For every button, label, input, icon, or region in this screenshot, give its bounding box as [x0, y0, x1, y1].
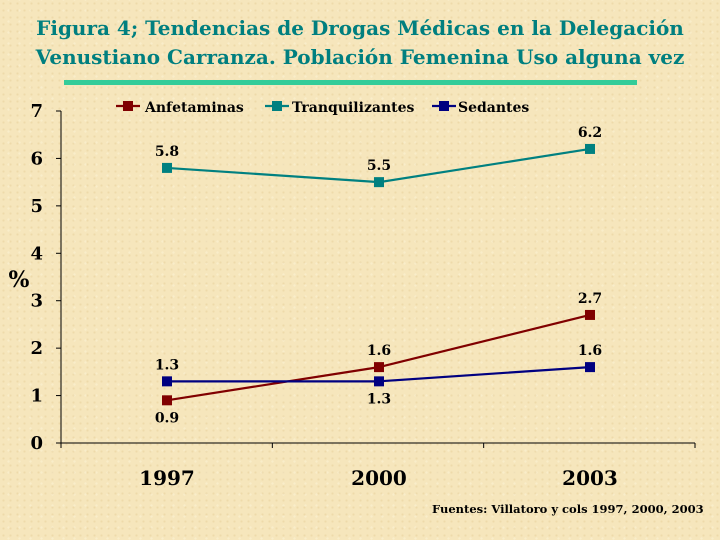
data-point	[585, 143, 595, 154]
data-label: 5.5	[367, 158, 391, 174]
data-point	[585, 362, 595, 373]
legend-marker-sedantes	[439, 101, 449, 111]
legend-label-tranquilizantes: Tranquilizantes	[292, 100, 415, 116]
data-label: 0.9	[155, 410, 179, 426]
legend-label-sedantes: Sedantes	[458, 100, 529, 116]
chart-title: Figura 4; Tendencias de Drogas Médicas e…	[0, 14, 720, 72]
x-tick-label: 1997	[139, 466, 195, 490]
data-label: 6.2	[578, 125, 602, 141]
legend-label-anfetaminas: Anfetaminas	[144, 100, 244, 116]
chart-title-line-1: Figura 4; Tendencias de Drogas Médicas e…	[36, 16, 684, 40]
y-tick-label: 3	[30, 291, 43, 312]
y-tick-label: 0	[30, 433, 43, 454]
data-point	[162, 395, 172, 406]
y-axis-label: %	[9, 267, 30, 293]
legend-marker-anfetaminas	[123, 101, 133, 111]
data-point	[585, 309, 595, 320]
legend-marker-tranquilizantes	[272, 101, 282, 111]
data-point	[374, 362, 384, 373]
source-note: Fuentes: Villatoro y cols 1997, 2000, 20…	[432, 502, 704, 516]
chart-title-line-2: Venustiano Carranza. Población Femenina …	[35, 45, 685, 69]
data-point	[162, 376, 172, 387]
y-tick-label: 1	[30, 386, 43, 407]
y-tick-label: 2	[30, 338, 43, 359]
data-label: 5.8	[155, 144, 179, 160]
data-point	[162, 162, 172, 173]
data-label: 1.3	[367, 391, 391, 407]
data-label: 1.6	[578, 343, 602, 359]
x-tick-label: 2000	[351, 466, 407, 490]
y-tick-label: 4	[30, 243, 43, 264]
data-label: 2.7	[578, 291, 602, 307]
x-tick-label: 2003	[562, 466, 618, 490]
title-underline	[64, 80, 637, 85]
data-point	[374, 177, 384, 188]
data-label: 1.3	[155, 357, 179, 373]
data-label: 1.6	[367, 343, 391, 359]
y-tick-label: 5	[30, 196, 43, 217]
data-point	[374, 376, 384, 387]
y-tick-label: 7	[30, 101, 43, 122]
y-tick-label: 6	[30, 148, 43, 169]
